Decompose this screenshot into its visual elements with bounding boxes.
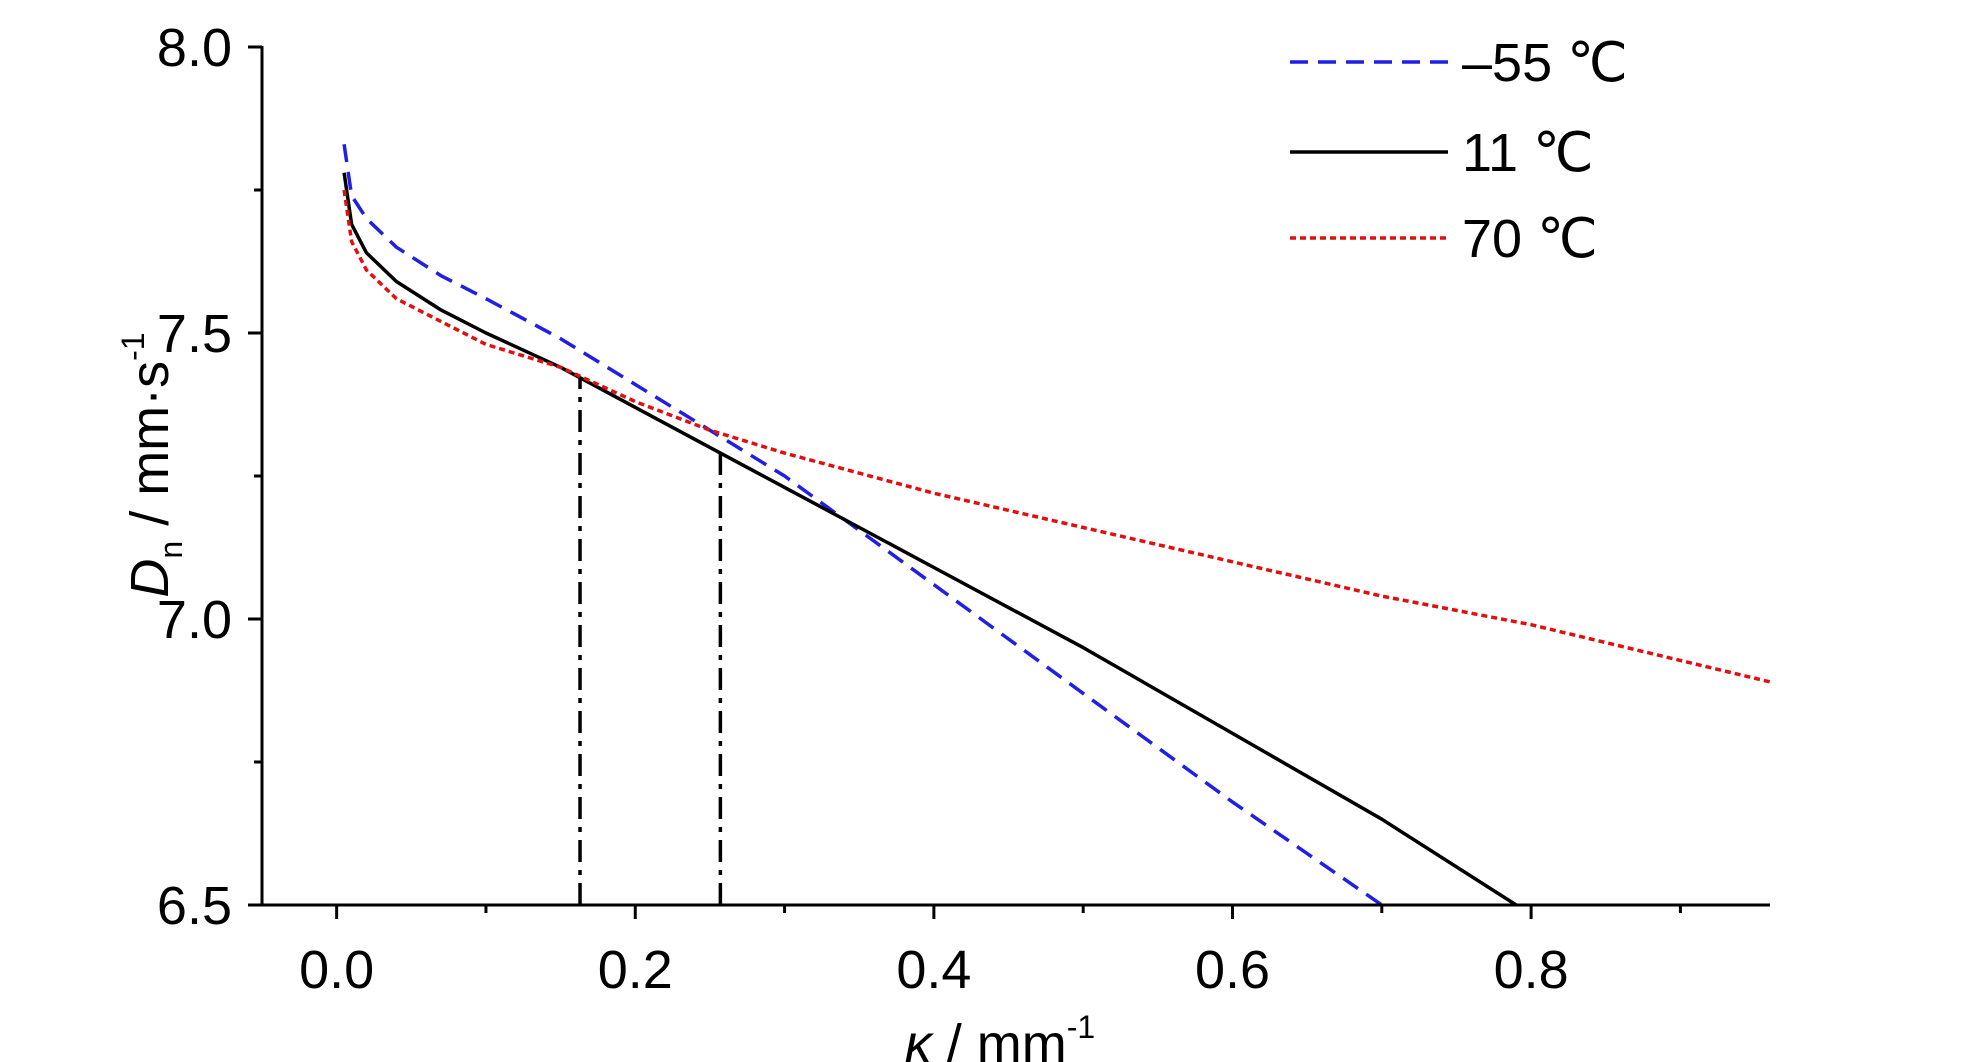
y-tick-label-1: 7.0 <box>157 590 232 650</box>
y-tick-label-0: 6.5 <box>157 876 232 936</box>
x-tick-label-1: 0.2 <box>598 940 673 1000</box>
x-tick-label-4: 0.8 <box>1494 940 1569 1000</box>
x-axis-unit-superscript: -1 <box>1067 1009 1095 1045</box>
x-axis-title: κ / mm-1 <box>905 1009 1095 1062</box>
x-tick-label-0: 0.0 <box>299 940 374 1000</box>
y-axis-unit: / mm·s <box>120 361 180 541</box>
legend-label-1: –55 ℃ <box>1462 33 1628 93</box>
x-axis-symbol: κ <box>905 1014 935 1062</box>
series-line-2 <box>342 172 1518 907</box>
y-axis-unit-superscript: -1 <box>115 332 151 360</box>
tick-labels: 0.0 0.2 0.4 0.6 0.8 6.5 7.0 7.5 8.0 <box>157 18 1569 1000</box>
series-line-3 <box>342 189 1771 684</box>
legend-label-2: 11 ℃ <box>1462 123 1594 183</box>
y-tick-label-2: 7.5 <box>157 304 232 364</box>
y-axis-title: Dn / mm·s-1 <box>115 332 189 597</box>
y-axis-symbol: D <box>120 559 180 598</box>
x-tick-label-3: 0.6 <box>1195 940 1270 1000</box>
legend: –55 ℃ 11 ℃ 70 ℃ <box>1290 33 1628 269</box>
series-line-1 <box>342 143 1383 907</box>
x-axis-unit: / mm <box>932 1014 1067 1062</box>
y-axis-subscript: n <box>153 541 189 559</box>
tick-marks <box>248 45 1682 919</box>
plot-marks <box>342 143 1771 907</box>
x-tick-label-2: 0.4 <box>896 940 971 1000</box>
legend-label-3: 70 ℃ <box>1462 209 1598 269</box>
y-tick-label-3: 8.0 <box>157 18 232 78</box>
